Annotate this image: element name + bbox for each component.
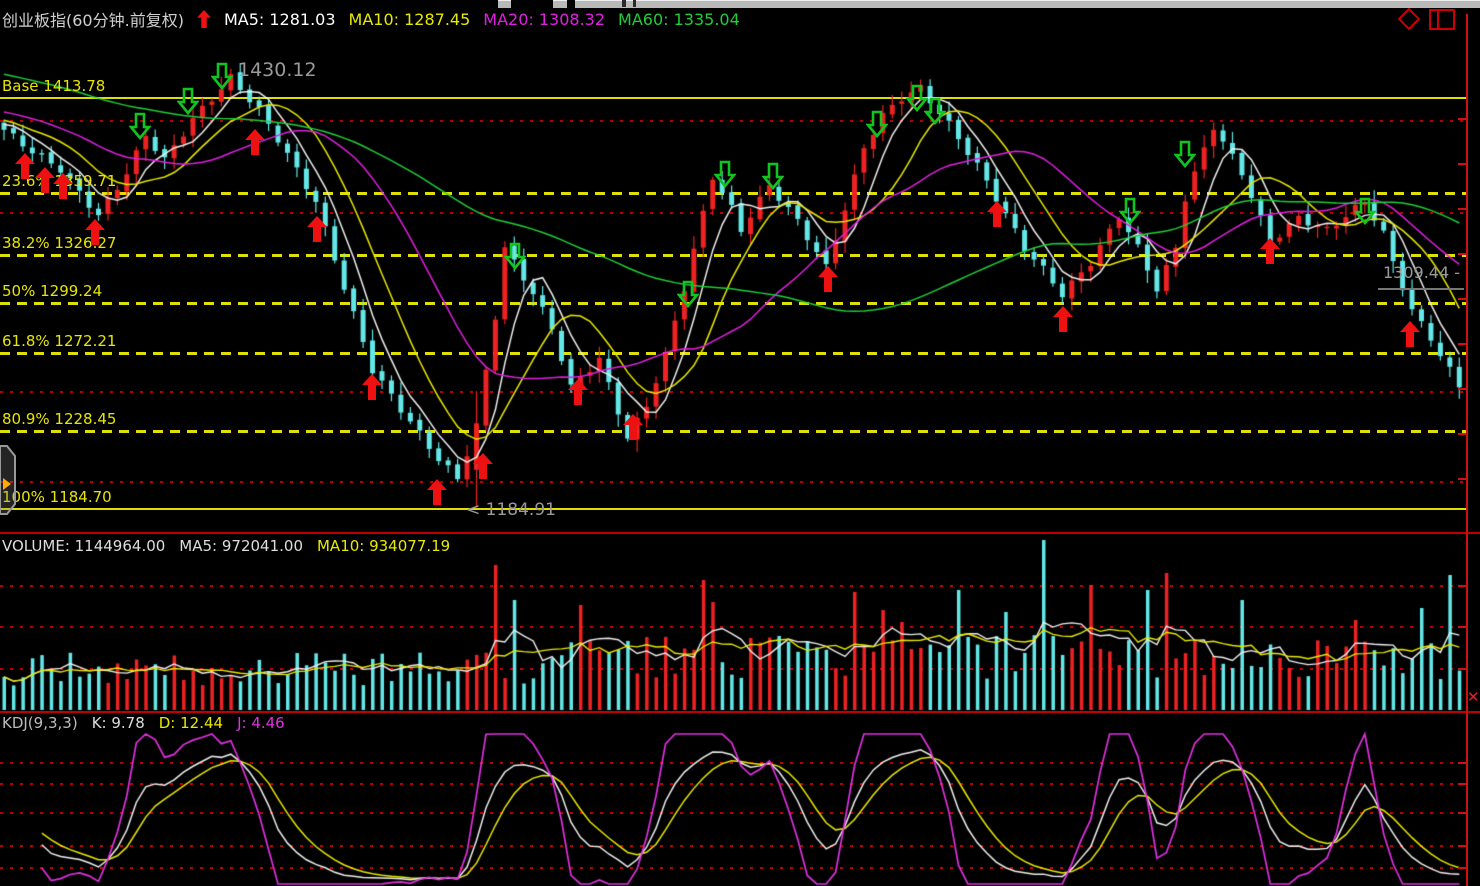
axis-tick [1458, 433, 1466, 435]
fib-label-6: 100% 1184.70 [2, 488, 112, 506]
buy-signal-arrow [307, 216, 327, 242]
chart-header: 创业板指(60分钟.前复权) MA5: 1281.03 MA10: 1287.4… [2, 7, 740, 31]
last-price-line [1378, 288, 1464, 290]
buy-signal-arrow [427, 479, 447, 505]
drawer-handle[interactable] [0, 444, 18, 516]
panel-divider [0, 711, 1480, 713]
volume-ma5-readout: MA5: 972041.00 [179, 537, 303, 555]
sell-signal-arrow [1119, 197, 1141, 225]
sell-signal-arrow [129, 112, 151, 140]
buy-signal-arrow [818, 266, 838, 292]
ma60-readout: MA60: 1335.04 [618, 9, 740, 29]
up-arrow-icon [197, 10, 211, 28]
kdj-j-readout: J: 4.46 [237, 714, 285, 732]
scrollbar-notch [633, 0, 636, 7]
sell-signal-arrow [924, 97, 946, 125]
ma10-readout: MA10: 1287.45 [348, 9, 471, 29]
scrollbar-fragment[interactable] [498, 0, 511, 8]
kdj-header: KDJ(9,3,3) K: 9.78 D: 12.44 J: 4.46 [2, 714, 285, 732]
volume-ma10-readout: MA10: 934077.19 [316, 537, 451, 555]
drawer-arrow-icon [3, 478, 11, 490]
kdj-k-readout: K: 9.78 [91, 714, 145, 732]
sell-signal-arrow [504, 242, 526, 270]
axis-tick [1458, 845, 1466, 847]
axis-tick [1458, 626, 1466, 628]
fib-label-5: 80.9% 1228.45 [2, 410, 117, 428]
sell-signal-arrow [714, 160, 736, 188]
peak-price-label: 1430.12 [238, 59, 317, 81]
sell-signal-arrow [906, 84, 928, 112]
price-axis [1466, 14, 1468, 886]
fib-label-2: 38.2% 1326.27 [2, 234, 117, 252]
scrollbar-fragment[interactable] [575, 0, 1480, 8]
fib-label-3: 50% 1299.24 [2, 282, 103, 300]
buy-signal-arrow [1400, 321, 1420, 347]
buy-signal-arrow [245, 129, 265, 155]
volume-readout: VOLUME: 1144964.00 [2, 537, 166, 555]
axis-tick [1458, 585, 1466, 587]
sell-signal-arrow [866, 110, 888, 138]
axis-tick [1458, 118, 1466, 120]
axis-tick [1458, 208, 1466, 210]
axis-tick [1458, 388, 1466, 390]
buy-signal-arrow [1053, 306, 1073, 332]
ma20-readout: MA20: 1308.32 [483, 9, 606, 29]
volume-header: VOLUME: 1144964.00 MA5: 972041.00 MA10: … [2, 537, 450, 555]
sell-signal-arrow [177, 87, 199, 115]
panel-divider [0, 532, 1480, 534]
ma5-readout: MA5: 1281.03 [223, 9, 336, 29]
axis-tick [1458, 298, 1466, 300]
sell-signal-arrow [1354, 197, 1376, 225]
instrument-title: 创业板指(60分钟.前复权) [2, 11, 184, 30]
axis-tick [1458, 163, 1466, 165]
trough-price-label: < 1184.91 [466, 500, 556, 520]
axis-tick [1458, 253, 1466, 255]
scrollbar-fragment[interactable] [553, 0, 567, 8]
axis-tick [1458, 762, 1466, 764]
kdj-name: KDJ(9,3,3) [2, 714, 78, 732]
panel-close-button[interactable]: ✕ [1467, 688, 1480, 706]
fib-label-4: 61.8% 1272.21 [2, 332, 117, 350]
kdj-d-readout: D: 12.44 [158, 714, 224, 732]
buy-signal-arrow [35, 167, 55, 193]
buy-signal-arrow [362, 374, 382, 400]
buy-signal-arrow [987, 201, 1007, 227]
buy-signal-arrow [623, 414, 643, 440]
buy-signal-arrow [1260, 238, 1280, 264]
axis-tick [1458, 812, 1466, 814]
axis-tick [1458, 668, 1466, 670]
buy-signal-arrow [15, 153, 35, 179]
buy-signal-arrow [53, 173, 73, 199]
sell-signal-arrow [1174, 140, 1196, 168]
sell-signal-arrow [677, 280, 699, 308]
axis-tick [1458, 478, 1466, 480]
axis-tick [1458, 867, 1466, 869]
fib-label-0: Base 1413.78 [2, 77, 106, 95]
buy-signal-arrow [568, 379, 588, 405]
sell-signal-arrow [762, 162, 784, 190]
scrollbar-notch [622, 0, 626, 7]
axis-tick [1458, 343, 1466, 345]
buy-signal-arrow [473, 453, 493, 479]
sell-signal-arrow [211, 62, 233, 90]
split-window-icon[interactable] [1429, 9, 1455, 30]
buy-signal-arrow [85, 219, 105, 245]
last-price-label: 1309.44 - [1383, 263, 1461, 282]
axis-tick [1458, 783, 1466, 785]
